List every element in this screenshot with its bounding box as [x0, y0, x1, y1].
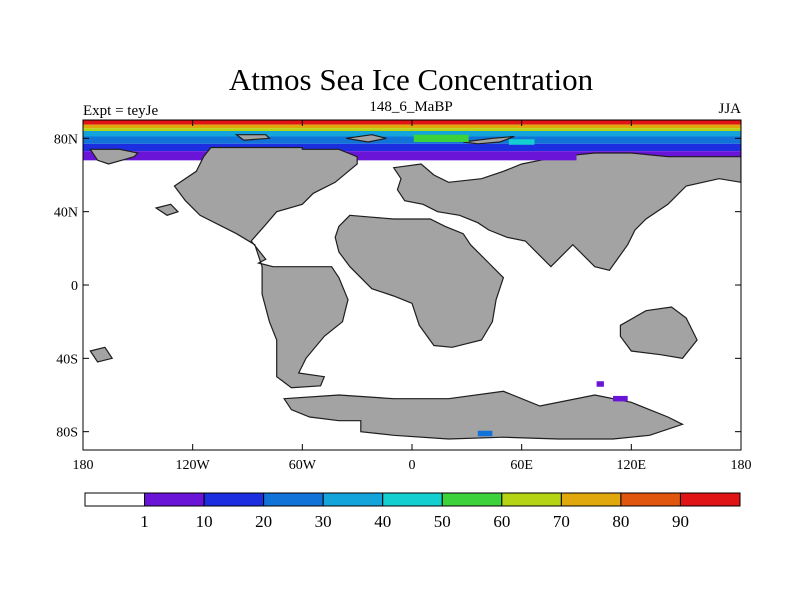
experiment-label: Expt = teyJe: [83, 103, 158, 119]
y-tick-label: 80S: [56, 426, 78, 441]
colorbar-label: 20: [255, 512, 272, 531]
colorbar-segment: [560, 492, 622, 507]
sea-ice-band-1: [83, 124, 741, 129]
landmass-8: [234, 134, 271, 141]
colorbar-segment: [263, 492, 324, 507]
sea-ice-patch-3: [596, 381, 604, 387]
time-period-label: 148_6_MaBP: [369, 99, 452, 115]
sea-ice-band-3: [83, 131, 741, 137]
sea-ice-patch-4: [613, 395, 628, 402]
colorbar-segment: [382, 492, 443, 507]
y-tick-label: 40S: [56, 352, 78, 367]
colorbar-segment: [501, 492, 562, 507]
colorbar-segment: [620, 492, 681, 507]
sea-ice-band-2: [83, 128, 741, 131]
landmass-3: [283, 390, 685, 440]
colorbar-label: 90: [672, 512, 689, 531]
colorbar-segment: [84, 492, 146, 507]
x-tick-label: 180: [731, 458, 752, 473]
landmass-6: [463, 135, 515, 145]
x-tick-label: 0: [409, 458, 416, 473]
colorbar-segment: [441, 492, 503, 507]
season-label: JJA: [718, 101, 741, 117]
x-tick-label: 180: [73, 458, 94, 473]
sea-ice-patch-5: [477, 430, 493, 437]
chart-title: Atmos Sea Ice Concentration: [229, 62, 594, 97]
x-tick-label: 60E: [510, 458, 533, 473]
landmass-0: [173, 146, 358, 389]
sea-ice-band-5: [83, 143, 741, 152]
map-plot-area: [83, 120, 741, 450]
landmass-4: [619, 306, 698, 359]
x-tick-label: 60W: [289, 458, 317, 473]
land-layer: [89, 134, 741, 440]
sea-ice-patch-1: [508, 139, 535, 145]
colorbar-label: 60: [493, 512, 510, 531]
x-tick-label: 120W: [176, 458, 211, 473]
colorbar-label: 70: [553, 512, 570, 531]
colorbar-label: 80: [612, 512, 629, 531]
landmass-5: [89, 148, 139, 165]
sea-ice-band-6: [83, 151, 741, 161]
colorbar-label: 40: [374, 512, 391, 531]
colorbar-legend: 1 10 20 30 40 50 60 70 80 90: [84, 492, 741, 531]
colorbar-label: 50: [434, 512, 451, 531]
longitude-axis: 180 120W 60W 0 60E 120E 180: [73, 120, 752, 473]
y-tick-label: 40N: [54, 206, 78, 221]
sea-ice-patch-0: [413, 134, 469, 142]
colorbar-label: 30: [315, 512, 332, 531]
colorbar-segment: [203, 492, 265, 507]
sea-ice-band-4: [83, 136, 741, 144]
latitude-axis: 80N 40N 0 40S 80S: [54, 132, 741, 441]
landmass-2: [392, 152, 741, 271]
colorbar-label: 1: [140, 512, 149, 531]
colorbar-segment: [144, 492, 205, 507]
sea-ice-patch-2: [539, 153, 577, 161]
colorbar-segment: [322, 492, 384, 507]
landmass-1: [334, 214, 505, 348]
ice-patch-layer: [413, 134, 628, 437]
y-tick-label: 80N: [54, 132, 78, 147]
landmass-7: [346, 134, 387, 143]
landmass-9: [154, 203, 180, 216]
y-tick-label: 0: [71, 279, 78, 294]
colorbar-label: 10: [196, 512, 213, 531]
x-tick-label: 120E: [617, 458, 647, 473]
colorbar-segment: [679, 492, 741, 507]
landmass-10: [89, 346, 114, 363]
